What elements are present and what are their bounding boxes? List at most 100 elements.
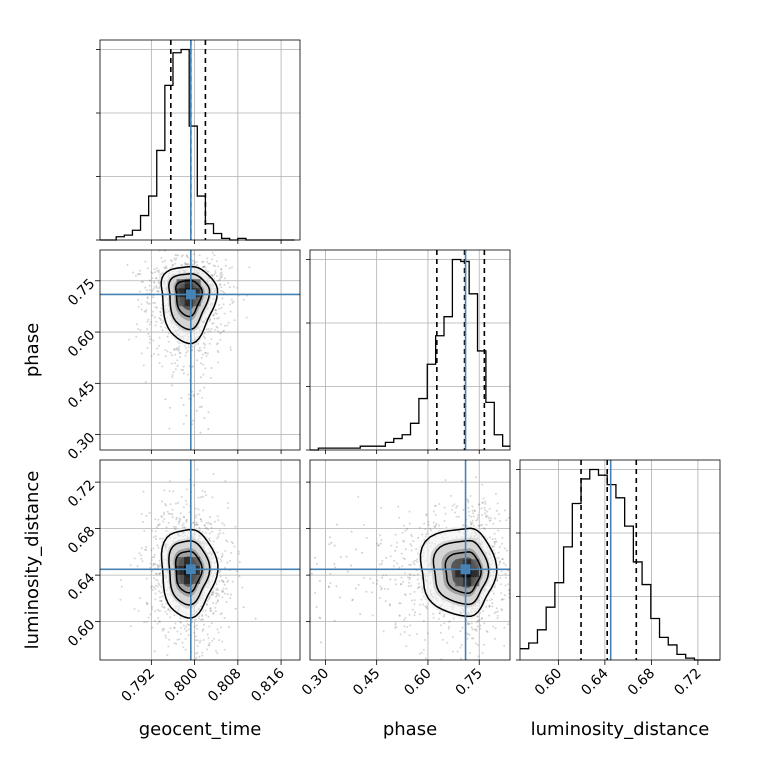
- x-tick-label-phase: 0.30: [299, 666, 332, 699]
- sample-point: [120, 578, 123, 581]
- sample-point: [506, 549, 509, 552]
- sample-point: [153, 352, 155, 355]
- sample-point: [512, 521, 514, 523]
- sample-point: [224, 264, 227, 267]
- sample-point: [401, 662, 403, 664]
- sample-point: [154, 587, 157, 590]
- sample-point: [153, 650, 156, 653]
- sample-point: [203, 524, 206, 527]
- sample-point: [166, 613, 168, 616]
- sample-point: [198, 617, 200, 620]
- sample-point: [193, 625, 196, 628]
- sample-point: [443, 506, 446, 509]
- sample-point: [234, 525, 237, 528]
- sample-point: [142, 490, 145, 493]
- sample-point: [485, 523, 488, 526]
- sample-point: [137, 298, 140, 301]
- sample-point: [153, 268, 156, 271]
- sample-point: [377, 544, 380, 547]
- sample-point: [514, 483, 516, 485]
- sample-point: [329, 582, 332, 584]
- sample-point: [195, 260, 198, 263]
- sample-point: [223, 583, 226, 586]
- sample-point: [153, 285, 156, 288]
- sample-point: [205, 614, 208, 617]
- sample-point: [151, 556, 154, 559]
- sample-point: [477, 516, 479, 519]
- sample-point: [471, 522, 474, 525]
- sample-point: [151, 289, 154, 292]
- sample-point: [469, 495, 472, 497]
- sample-point: [480, 617, 483, 620]
- sample-point: [146, 296, 149, 299]
- sample-point: [382, 574, 385, 577]
- sample-point: [229, 310, 232, 313]
- sample-point: [398, 566, 401, 569]
- sample-point: [161, 605, 164, 608]
- sample-point: [215, 592, 218, 595]
- sample-point: [223, 284, 226, 286]
- sample-point: [134, 274, 137, 277]
- sample-point: [394, 626, 397, 629]
- sample-point: [494, 537, 497, 540]
- sample-point: [346, 570, 349, 573]
- sample-point: [403, 625, 406, 628]
- sample-point: [179, 518, 182, 521]
- sample-point: [175, 502, 177, 505]
- sample-point: [492, 592, 495, 595]
- sample-point: [137, 273, 140, 276]
- sample-point: [223, 592, 226, 595]
- truth-marker: [185, 289, 196, 300]
- sample-point: [452, 617, 455, 620]
- sample-point: [149, 613, 152, 616]
- sample-point: [456, 505, 459, 507]
- sample-point: [179, 351, 182, 354]
- sample-point: [404, 616, 407, 619]
- sample-point: [158, 336, 161, 339]
- sample-point: [517, 570, 519, 572]
- sample-point: [156, 585, 159, 588]
- sample-point: [207, 428, 210, 431]
- sample-point: [438, 524, 440, 527]
- sample-point: [192, 365, 194, 368]
- sample-point: [180, 621, 183, 624]
- sample-point: [215, 312, 218, 315]
- sample-point: [220, 306, 223, 309]
- sample-point: [160, 600, 163, 602]
- sample-point: [171, 264, 174, 267]
- sample-point: [477, 655, 480, 658]
- sample-point: [186, 623, 189, 626]
- sample-point: [408, 563, 411, 566]
- panel-frame: [99, 459, 301, 661]
- sample-point: [169, 616, 172, 619]
- sample-point: [150, 559, 153, 561]
- sample-point: [214, 265, 216, 268]
- sample-point: [185, 351, 188, 354]
- sample-point: [390, 544, 393, 547]
- sample-point: [409, 563, 412, 566]
- sample-point: [479, 624, 482, 627]
- sample-point: [178, 247, 180, 249]
- sample-point: [443, 622, 446, 625]
- sample-point: [444, 479, 447, 482]
- sample-point: [177, 501, 180, 504]
- sample-point: [418, 613, 421, 616]
- sample-point: [204, 343, 206, 346]
- sample-point: [470, 523, 473, 526]
- sample-point: [159, 591, 162, 594]
- sample-point: [201, 613, 204, 616]
- sample-point: [213, 637, 216, 640]
- sample-point: [146, 320, 149, 323]
- sample-point: [201, 618, 204, 620]
- sample-point: [457, 515, 460, 518]
- sample-point: [148, 511, 151, 514]
- sample-point: [133, 607, 136, 610]
- sample-point: [401, 531, 404, 534]
- sample-point: [167, 645, 170, 648]
- sample-point: [151, 626, 154, 629]
- sample-point: [468, 622, 471, 625]
- sample-point: [222, 532, 225, 535]
- sample-point: [173, 642, 176, 645]
- sample-point: [219, 289, 222, 292]
- sample-point: [467, 499, 470, 502]
